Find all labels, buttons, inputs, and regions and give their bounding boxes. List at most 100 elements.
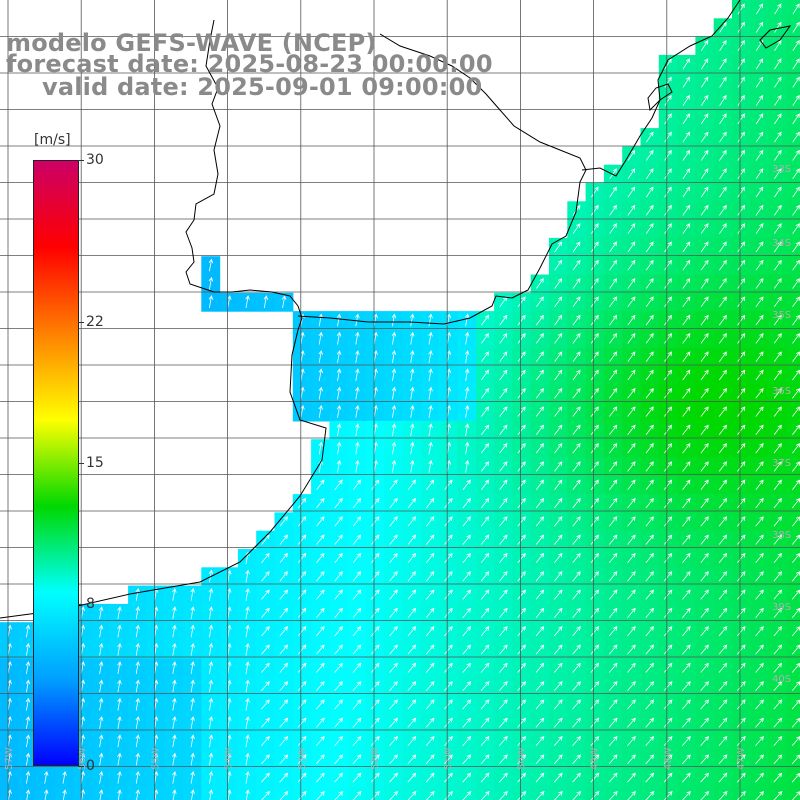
wind-cell (549, 292, 568, 312)
wind-cell (402, 713, 422, 733)
wind-arrow (755, 516, 764, 527)
wind-arrow (336, 313, 342, 327)
wind-cell (494, 384, 513, 404)
wind-cell (494, 768, 513, 788)
wind-cell (622, 713, 642, 733)
wind-cell (713, 237, 733, 257)
wind-cell (311, 603, 330, 623)
wind-arrow (117, 752, 122, 766)
wind-arrow (682, 626, 691, 637)
wind-cell (695, 329, 715, 349)
wind-cell (786, 73, 800, 93)
wind-arrow (755, 626, 764, 637)
wind-arrow (480, 754, 490, 765)
wind-arrow (226, 606, 232, 620)
wind-arrow (373, 459, 378, 473)
wind-cell (786, 18, 800, 38)
wind-arrow (755, 589, 764, 600)
wind-arrow (645, 168, 654, 180)
wind-arrow (425, 662, 435, 673)
wind-cell (347, 530, 367, 550)
wind-cell (567, 439, 587, 459)
wind-cell (384, 494, 404, 513)
wind-cell (732, 366, 751, 385)
wind-arrow (407, 552, 417, 564)
wind-arrow (553, 754, 563, 765)
wind-arrow (407, 772, 417, 783)
wind-cell (603, 457, 623, 477)
wind-cell (530, 530, 550, 550)
wind-arrow (355, 350, 360, 363)
wind-cell (549, 420, 568, 440)
wind-cell (530, 713, 550, 733)
wind-cell (329, 658, 349, 678)
wind-cell (640, 713, 660, 733)
wind-cell (640, 530, 660, 550)
wind-arrow (407, 662, 417, 673)
wind-arrow (609, 296, 618, 308)
wind-arrow (664, 186, 672, 198)
wind-cell (750, 201, 770, 221)
wind-arrow (554, 259, 563, 271)
wind-cell (677, 603, 696, 623)
wind-cell (402, 640, 422, 660)
wind-arrow (755, 113, 764, 125)
wind-arrow (737, 186, 745, 198)
wind-cell (494, 494, 513, 513)
wind-arrow (517, 442, 526, 454)
wind-cell (585, 695, 605, 715)
wind-cell (768, 128, 788, 147)
wind-arrow (773, 278, 782, 289)
wind-arrow (297, 772, 307, 783)
wind-arrow (737, 223, 746, 234)
wind-cell (292, 494, 312, 513)
wind-cell (457, 567, 477, 587)
wind-cell (512, 603, 532, 623)
wind-cell (603, 494, 623, 513)
wind-cell (475, 585, 495, 605)
wind-arrow (517, 388, 526, 399)
wind-cell (347, 713, 367, 733)
wind-cell (420, 658, 440, 678)
wind-arrow (389, 699, 398, 710)
wind-cell (530, 402, 550, 422)
wind-arrow (791, 791, 800, 800)
wind-arrow (425, 497, 435, 509)
wind-arrow (535, 607, 545, 618)
wind-cell (640, 164, 660, 184)
wind-arrow (172, 587, 177, 601)
wind-arrow (117, 642, 122, 656)
title-model: modelo GEFS-WAVE (NCEP) (6, 29, 377, 57)
wind-arrow (553, 735, 563, 746)
wind-arrow (755, 259, 764, 271)
wind-arrow (80, 789, 86, 800)
wind-arrow (261, 717, 270, 728)
wind-arrow (352, 644, 362, 655)
wind-arrow (316, 571, 325, 582)
wind-arrow (590, 369, 599, 381)
wind-cell (439, 567, 459, 587)
wind-cell (677, 420, 696, 440)
wind-arrow (627, 735, 636, 746)
wind-cell (622, 732, 642, 751)
wind-arrow (664, 94, 672, 106)
wind-arrow (663, 626, 673, 637)
wind-cell (402, 530, 422, 550)
wind-arrow (444, 497, 453, 509)
wind-arrow (535, 699, 545, 710)
wind-arrow (718, 296, 727, 308)
wind-arrow (226, 770, 232, 784)
wind-cell (384, 713, 404, 733)
wind-arrow (279, 662, 289, 673)
wind-cell (311, 530, 330, 550)
wind-cell (512, 512, 532, 532)
wind-arrow (572, 772, 581, 783)
wind-arrow (572, 571, 581, 582)
wind-arrow (7, 624, 12, 638)
wind-cell (420, 786, 440, 800)
wind-cell (786, 658, 800, 678)
wind-cell (457, 494, 477, 513)
wind-arrow (371, 571, 380, 582)
wind-arrow (663, 497, 673, 509)
wind-cell (439, 475, 459, 495)
